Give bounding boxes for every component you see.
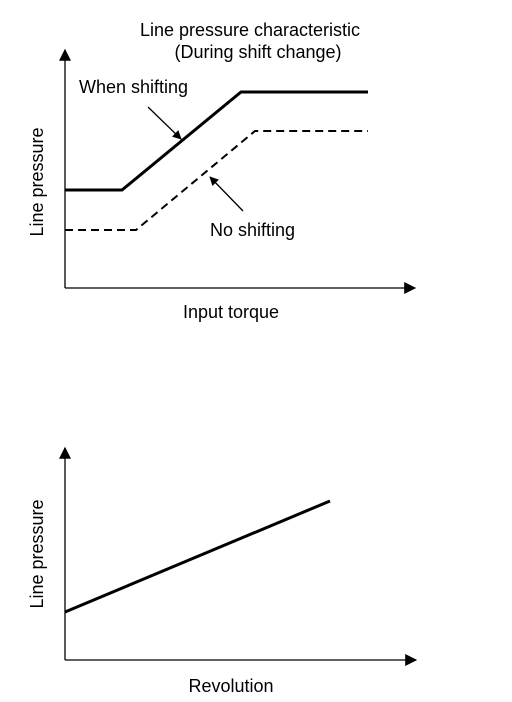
bottom-x-axis-label: Revolution: [188, 676, 273, 696]
top-title-line-1: Line pressure characteristic: [140, 20, 360, 40]
leader-when-shifting: [147, 106, 182, 140]
curve-when-shifting: [65, 90, 368, 192]
top-diagram: Line pressure characteristic (During shi…: [27, 20, 417, 322]
bottom-y-axis-label: Line pressure: [27, 499, 47, 608]
top-x-axis-label: Input torque: [183, 302, 279, 322]
top-title-line-2: (During shift change): [174, 42, 341, 62]
curve-no-shifting: [65, 130, 368, 231]
leader-no-shifting: [209, 176, 244, 212]
bottom-diagram: Line pressure Revolution: [27, 446, 418, 696]
label-no-shifting: No shifting: [210, 220, 295, 240]
top-y-axis-label: Line pressure: [27, 127, 47, 236]
label-when-shifting: When shifting: [79, 77, 188, 97]
curve-line-pressure-vs-revolution: [64, 499, 331, 614]
